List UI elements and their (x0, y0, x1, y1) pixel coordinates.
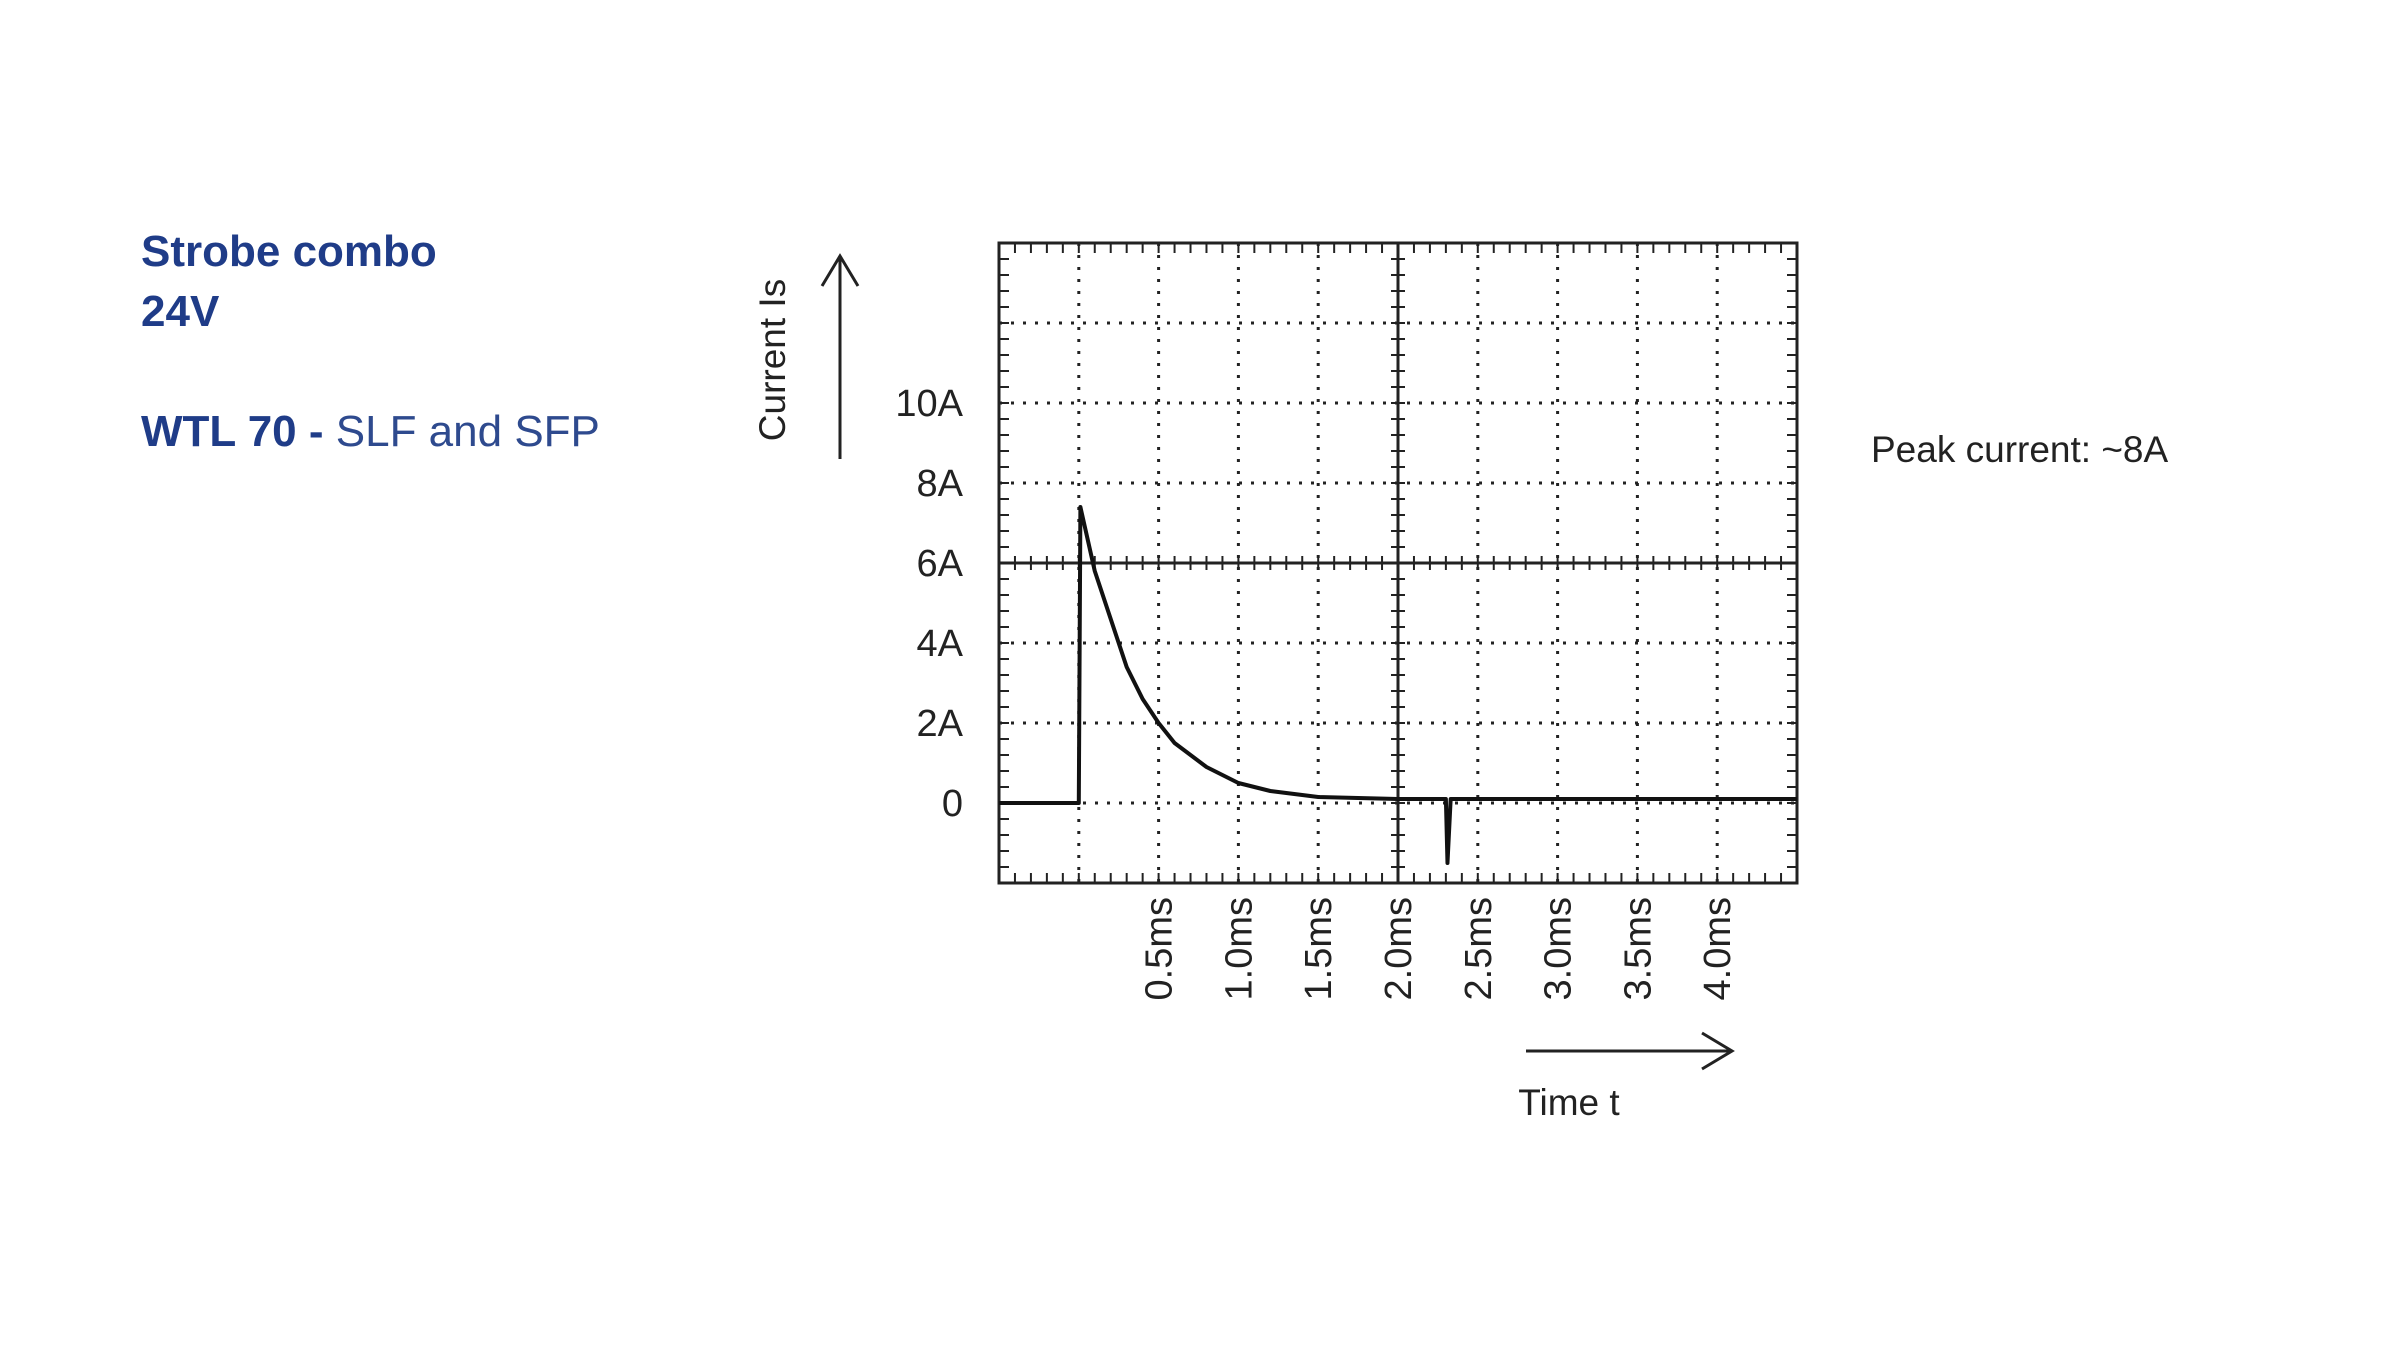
chart-subtitle: 24V (141, 287, 220, 336)
series-line (999, 505, 1797, 865)
y-tick-label: 0 (942, 783, 963, 825)
product-line: WTL 70 - SLF and SFP (141, 407, 600, 456)
y-tick-label: 6A (917, 543, 964, 585)
y-tick-label: 4A (917, 623, 964, 665)
y-tick-label: 8A (917, 463, 964, 505)
y-tick-label: 2A (917, 703, 964, 745)
y-arrow (820, 253, 860, 459)
annotation: Peak current: ~8A (1871, 429, 2169, 470)
x-tick-label: 3.5ms (1617, 897, 1659, 1000)
x-tick-label: 3.0ms (1538, 897, 1580, 1000)
chart-title: Strobe combo (141, 227, 437, 276)
x-arrow (1526, 1031, 1735, 1071)
x-tick-label: 2.5ms (1458, 897, 1500, 1000)
plot-frame (997, 241, 1799, 885)
product-model: WTL 70 - (141, 407, 324, 456)
x-tick-label: 1.5ms (1298, 897, 1340, 1000)
x-tick-label: 1.0ms (1218, 897, 1260, 1000)
x-tick-label: 4.0ms (1697, 897, 1739, 1000)
product-variant: SLF and SFP (336, 407, 600, 456)
x-tick-label: 2.0ms (1378, 897, 1420, 1000)
x-axis-label: Time t (1518, 1082, 1620, 1123)
y-tick-label: 10A (895, 383, 963, 425)
x-tick-label: 0.5ms (1139, 897, 1181, 1000)
y-axis-label: Current Is (752, 279, 793, 441)
